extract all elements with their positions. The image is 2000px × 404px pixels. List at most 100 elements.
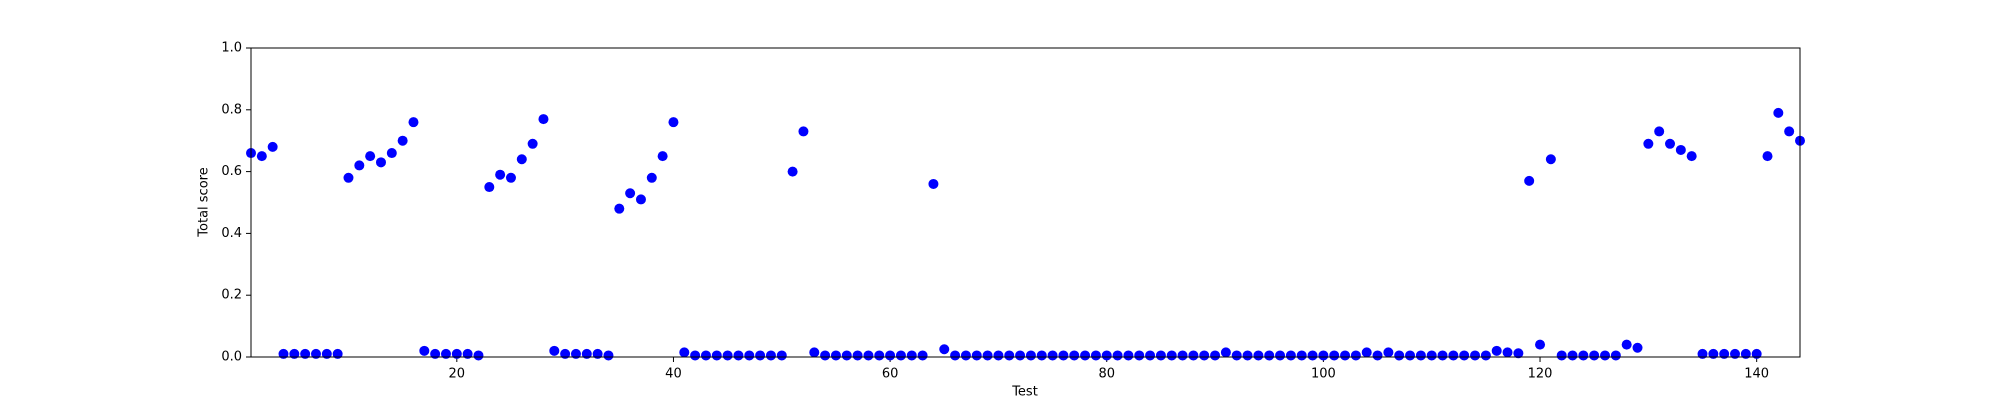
point bbox=[278, 348, 289, 359]
point bbox=[1405, 350, 1416, 361]
point bbox=[1242, 350, 1253, 361]
point bbox=[700, 350, 711, 361]
point bbox=[841, 350, 852, 361]
point bbox=[614, 203, 625, 214]
y-tick-label: 0.0 bbox=[221, 350, 242, 365]
point bbox=[505, 172, 516, 183]
point bbox=[1350, 350, 1361, 361]
point bbox=[1394, 350, 1405, 361]
y-tick-label: 1.0 bbox=[221, 41, 242, 56]
point bbox=[321, 348, 332, 359]
point bbox=[1740, 348, 1751, 359]
point bbox=[765, 350, 776, 361]
point bbox=[1285, 350, 1296, 361]
point bbox=[798, 126, 809, 137]
point bbox=[1448, 350, 1459, 361]
y-tick-label: 0.2 bbox=[221, 288, 242, 303]
point bbox=[1535, 339, 1546, 350]
point bbox=[1762, 151, 1773, 162]
point bbox=[722, 350, 733, 361]
x-tick-label: 120 bbox=[1528, 367, 1553, 382]
x-tick-label: 60 bbox=[882, 367, 899, 382]
point bbox=[1589, 350, 1600, 361]
point bbox=[1610, 350, 1621, 361]
point bbox=[993, 350, 1004, 361]
point bbox=[1015, 350, 1026, 361]
point bbox=[1686, 151, 1697, 162]
point bbox=[679, 347, 690, 358]
point bbox=[365, 151, 376, 162]
point bbox=[603, 350, 614, 361]
point bbox=[256, 151, 267, 162]
point bbox=[1480, 350, 1491, 361]
point bbox=[300, 348, 311, 359]
point bbox=[1210, 350, 1221, 361]
point bbox=[1502, 347, 1513, 358]
point bbox=[462, 348, 473, 359]
point bbox=[1188, 350, 1199, 361]
point bbox=[397, 135, 408, 146]
point bbox=[668, 117, 679, 128]
point bbox=[484, 182, 495, 193]
point bbox=[1253, 350, 1264, 361]
point bbox=[776, 350, 787, 361]
point bbox=[895, 350, 906, 361]
point bbox=[1058, 350, 1069, 361]
point bbox=[928, 178, 939, 189]
point bbox=[906, 350, 917, 361]
point bbox=[343, 172, 354, 183]
point bbox=[1513, 348, 1524, 359]
point bbox=[1621, 339, 1632, 350]
point bbox=[939, 344, 950, 355]
point bbox=[809, 347, 820, 358]
point bbox=[960, 350, 971, 361]
point bbox=[473, 350, 484, 361]
point bbox=[408, 117, 419, 128]
point bbox=[332, 348, 343, 359]
point bbox=[375, 157, 386, 168]
point bbox=[646, 172, 657, 183]
point bbox=[755, 350, 766, 361]
point bbox=[1166, 350, 1177, 361]
point bbox=[1730, 348, 1741, 359]
point bbox=[1004, 350, 1015, 361]
point bbox=[1556, 350, 1567, 361]
point bbox=[549, 345, 560, 356]
point bbox=[733, 350, 744, 361]
point bbox=[1632, 342, 1643, 353]
point bbox=[1675, 144, 1686, 155]
point bbox=[744, 350, 755, 361]
point bbox=[863, 350, 874, 361]
point bbox=[560, 348, 571, 359]
point bbox=[917, 350, 928, 361]
point bbox=[1220, 347, 1231, 358]
point bbox=[657, 151, 668, 162]
y-tick-label: 0.4 bbox=[221, 226, 242, 241]
plot-frame bbox=[250, 47, 1801, 358]
point bbox=[581, 348, 592, 359]
point bbox=[1199, 350, 1210, 361]
x-tick-label: 100 bbox=[1311, 367, 1336, 382]
point bbox=[1654, 126, 1665, 137]
x-axis-label: Test bbox=[1011, 385, 1038, 400]
point bbox=[830, 350, 841, 361]
point bbox=[1751, 348, 1762, 359]
point bbox=[1491, 345, 1502, 356]
point bbox=[1719, 348, 1730, 359]
point bbox=[852, 350, 863, 361]
x-tick-label: 40 bbox=[665, 367, 682, 382]
point bbox=[419, 345, 430, 356]
point bbox=[1708, 348, 1719, 359]
point bbox=[516, 154, 527, 165]
point bbox=[1437, 350, 1448, 361]
point bbox=[1101, 350, 1112, 361]
point bbox=[1318, 350, 1329, 361]
point bbox=[1340, 350, 1351, 361]
point bbox=[1773, 107, 1784, 118]
point bbox=[787, 166, 798, 177]
point bbox=[592, 348, 603, 359]
point bbox=[527, 138, 538, 149]
point bbox=[1361, 347, 1372, 358]
point bbox=[430, 348, 441, 359]
